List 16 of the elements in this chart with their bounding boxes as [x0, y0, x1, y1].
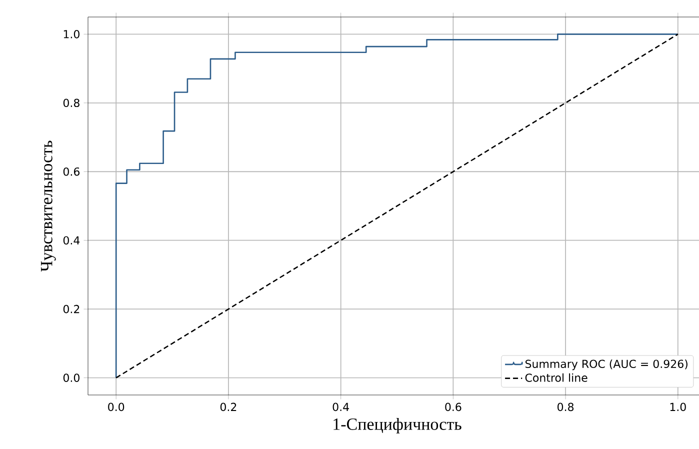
legend-label: Summary ROC (AUC = 0.926) [525, 360, 688, 370]
x-tick-label: 0.6 [445, 402, 462, 412]
y-tick-label: 1.0 [64, 30, 80, 38]
x-axis-title: 1-Специфичность [334, 418, 462, 434]
y-tick-label: 0.2 [63, 304, 80, 314]
y-tick-label: 0.4 [63, 236, 80, 245]
y-tick-label: 0.0 [63, 374, 80, 382]
legend-label: Control line [525, 373, 588, 382]
y-tick-label: 0.6 [63, 167, 80, 176]
x-tick-label: 0.0 [108, 402, 124, 412]
x-tick-label: 0.8 [558, 402, 574, 412]
x-tick-label: 1.0 [670, 402, 686, 412]
x-tick-label: 0.2 [220, 402, 236, 412]
x-tick-label: 0.4 [332, 402, 349, 412]
y-axis-title: Чувствительность [41, 140, 56, 272]
y-tick-label: 0.8 [63, 98, 80, 108]
